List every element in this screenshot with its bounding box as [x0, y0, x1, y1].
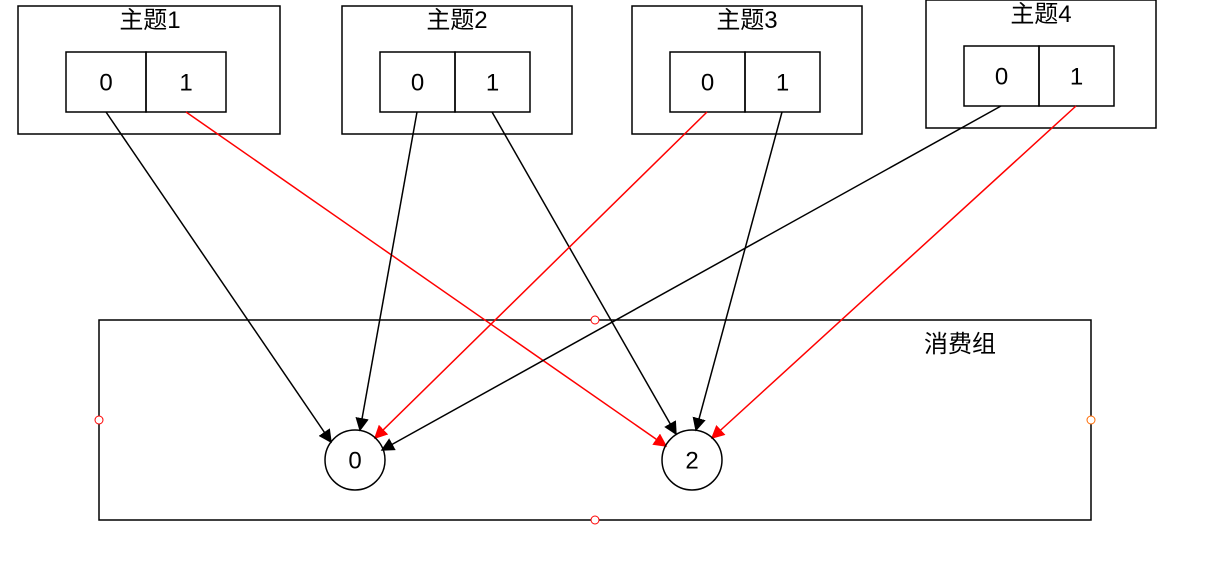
topic2-partition-0-label: 0 — [411, 69, 424, 96]
edge-t3p1-c2 — [696, 112, 782, 430]
topic3-title: 主题3 — [716, 7, 777, 34]
selection-handle — [1087, 416, 1095, 424]
edge-t1p0-c0 — [106, 112, 331, 442]
topic1-partition-1-label: 1 — [179, 69, 192, 96]
topic4: 主题4 0 1 — [926, 0, 1156, 128]
topic2-partition-1-label: 1 — [486, 69, 499, 96]
topic2: 主题2 0 1 — [342, 6, 572, 134]
selection-handle — [95, 416, 103, 424]
topic4-partition-1-label: 1 — [1070, 63, 1083, 90]
consumer-0-label: 0 — [348, 447, 361, 474]
edge-t2p0-c0 — [360, 112, 417, 430]
edge-t4p1-c2 — [712, 106, 1076, 438]
consumer-group: 消费组 — [99, 320, 1091, 520]
topic4-partition-0-label: 0 — [995, 63, 1008, 90]
consumer-group-label: 消费组 — [924, 331, 996, 358]
topic2-title: 主题2 — [426, 7, 487, 34]
topic3: 主题3 0 1 — [632, 6, 862, 134]
topic4-title: 主题4 — [1010, 1, 1071, 28]
topic-consumer-diagram: 消费组 主题1 0 1 主题2 0 1 主题3 0 1 主题4 0 1 0 2 — [0, 0, 1222, 580]
consumer-2-label: 2 — [685, 447, 698, 474]
edge-t2p1-c2 — [492, 112, 676, 434]
edge-t4p0-c0 — [382, 106, 1001, 450]
topic1-partition-0-label: 0 — [99, 69, 112, 96]
selection-handle — [591, 516, 599, 524]
selection-handle — [591, 316, 599, 324]
topic3-partition-1-label: 1 — [776, 69, 789, 96]
edge-t3p0-c0 — [375, 112, 707, 438]
topic1-title: 主题1 — [119, 7, 180, 34]
topic3-partition-0-label: 0 — [701, 69, 714, 96]
edge-t1p1-c2 — [186, 112, 666, 446]
topic1: 主题1 0 1 — [18, 6, 280, 134]
